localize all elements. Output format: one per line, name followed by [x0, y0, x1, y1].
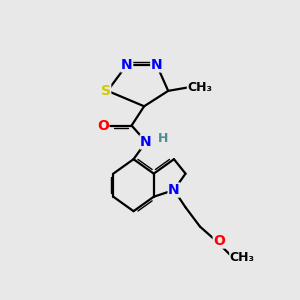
Text: O: O [97, 118, 109, 133]
Text: H: H [158, 133, 169, 146]
Text: N: N [151, 58, 163, 72]
Text: S: S [100, 84, 111, 98]
Text: N: N [168, 183, 180, 197]
Text: O: O [213, 234, 225, 248]
Text: CH₃: CH₃ [188, 80, 212, 94]
Text: CH₃: CH₃ [230, 251, 255, 264]
Text: N: N [121, 58, 133, 72]
Text: N: N [140, 135, 152, 149]
